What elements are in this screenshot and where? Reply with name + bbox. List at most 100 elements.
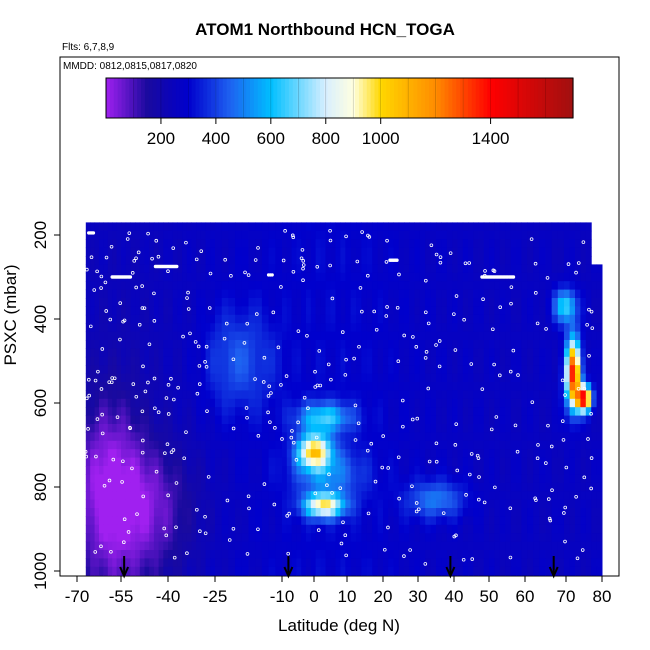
heatmap-cell bbox=[130, 239, 136, 249]
heatmap-cell bbox=[591, 449, 598, 459]
sample-point bbox=[386, 525, 390, 530]
heatmap-cell bbox=[499, 424, 506, 433]
heatmap-cell bbox=[425, 415, 432, 425]
heatmap-cell bbox=[580, 432, 587, 442]
heatmap-cell bbox=[306, 348, 312, 358]
heatmap-cell bbox=[383, 541, 389, 551]
heatmap-cell bbox=[301, 239, 307, 249]
heatmap-cell bbox=[205, 533, 211, 543]
heatmap-cell bbox=[478, 247, 485, 257]
sample-point bbox=[118, 301, 123, 305]
heatmap-cell bbox=[135, 398, 141, 408]
heatmap-cell bbox=[228, 566, 236, 576]
heatmap-cell bbox=[457, 407, 464, 417]
heatmap-cell bbox=[282, 491, 288, 501]
colorbar-segment bbox=[300, 78, 306, 118]
heatmap-cell bbox=[139, 230, 145, 240]
heatmap-cell bbox=[121, 541, 127, 551]
heatmap-cell bbox=[228, 398, 236, 408]
heatmap-cell bbox=[90, 256, 96, 265]
heatmap-cell bbox=[436, 289, 442, 299]
heatmap-cell bbox=[301, 331, 307, 341]
heatmap-cell bbox=[350, 272, 357, 282]
heatmap-cell bbox=[310, 356, 317, 366]
heatmap-cell bbox=[228, 222, 236, 232]
heatmap-cell bbox=[356, 239, 362, 249]
heatmap-cell bbox=[315, 424, 322, 433]
heatmap-cell bbox=[306, 508, 312, 517]
sample-point bbox=[115, 415, 120, 419]
sample-point bbox=[574, 494, 578, 499]
heatmap-cell bbox=[441, 432, 448, 442]
heatmap-cell bbox=[103, 398, 109, 408]
sample-point bbox=[266, 394, 271, 398]
heatmap-cell bbox=[139, 289, 145, 299]
heatmap-cell bbox=[563, 457, 571, 467]
heatmap-cell bbox=[330, 466, 336, 475]
heatmap-cell bbox=[235, 222, 243, 232]
heatmap-cell bbox=[268, 264, 276, 274]
heatmap-cell bbox=[85, 256, 91, 265]
heatmap-cell bbox=[191, 230, 197, 240]
heatmap-cell bbox=[551, 289, 559, 299]
heatmap-cell bbox=[158, 482, 164, 492]
heatmap-cell bbox=[335, 474, 341, 484]
heatmap-cell bbox=[163, 222, 169, 232]
heatmap-cell bbox=[286, 256, 293, 265]
heatmap-cell bbox=[388, 348, 394, 358]
heatmap-cell bbox=[121, 230, 127, 240]
colorbar-segment bbox=[506, 78, 512, 118]
heatmap-cell bbox=[585, 499, 592, 509]
heatmap-cell bbox=[372, 474, 379, 484]
heatmap-cell bbox=[569, 382, 576, 391]
heatmap-cell bbox=[330, 508, 336, 517]
heatmap-cell bbox=[489, 348, 495, 358]
heatmap-cell bbox=[452, 373, 458, 383]
heatmap-cell bbox=[163, 306, 169, 316]
heatmap-cell bbox=[414, 331, 421, 341]
heatmap-cell bbox=[591, 348, 598, 358]
heatmap-cell bbox=[335, 365, 341, 375]
heatmap-cell bbox=[144, 524, 150, 534]
heatmap-cell bbox=[499, 491, 506, 501]
colorbar-segment bbox=[467, 78, 473, 118]
heatmap-cell bbox=[121, 466, 127, 475]
heatmap-cell bbox=[557, 449, 565, 459]
colorbar-segment bbox=[288, 78, 294, 118]
sample-point bbox=[547, 516, 552, 521]
heatmap-cell bbox=[103, 474, 109, 484]
heatmap-cell bbox=[144, 508, 150, 517]
sample-point bbox=[166, 269, 170, 274]
heatmap-cell bbox=[215, 281, 223, 291]
heatmap-cell bbox=[409, 516, 415, 526]
heatmap-cell bbox=[228, 230, 236, 240]
heatmap-cell bbox=[325, 340, 331, 349]
heatmap-cell bbox=[499, 398, 506, 408]
sample-point bbox=[395, 258, 399, 262]
heatmap-cell bbox=[377, 499, 384, 509]
heatmap-cell bbox=[135, 306, 141, 316]
heatmap-cell bbox=[366, 314, 373, 324]
heatmap-cell bbox=[462, 474, 469, 484]
heatmap-cell bbox=[372, 272, 379, 282]
heatmap-cell bbox=[163, 440, 169, 450]
heatmap-cell bbox=[320, 499, 327, 509]
heatmap-cell bbox=[409, 340, 415, 349]
colorbar-segment bbox=[121, 78, 127, 118]
heatmap-cell bbox=[398, 382, 405, 391]
heatmap-cell bbox=[291, 382, 297, 391]
heatmap-cell bbox=[215, 373, 223, 383]
heatmap-cell bbox=[315, 541, 322, 551]
heatmap-cell bbox=[516, 281, 522, 291]
heatmap-cell bbox=[168, 482, 174, 492]
heatmap-cell bbox=[436, 281, 442, 291]
heatmap-cell bbox=[94, 256, 100, 265]
heatmap-cell bbox=[521, 239, 528, 249]
heatmap-cell bbox=[99, 222, 104, 232]
heatmap-cell bbox=[430, 482, 437, 492]
heatmap-cell bbox=[90, 432, 96, 442]
heatmap-cell bbox=[361, 407, 368, 417]
heatmap-cell bbox=[575, 281, 581, 291]
heatmap-cell bbox=[112, 314, 118, 324]
heatmap-cell bbox=[112, 550, 118, 559]
